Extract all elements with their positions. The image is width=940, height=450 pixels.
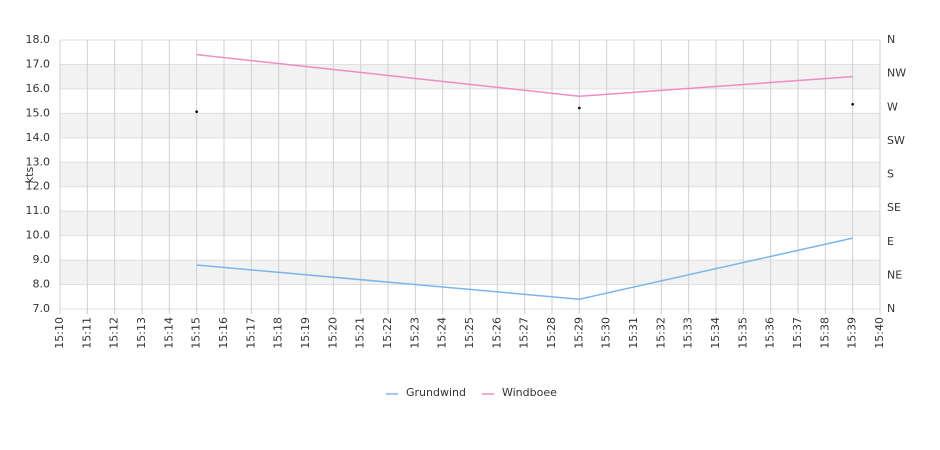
series-line xyxy=(196,53,853,97)
y2-tick-label: E xyxy=(887,235,894,248)
x-tick-label: 15:10 xyxy=(53,317,66,349)
x-tick-label: 15:21 xyxy=(354,317,367,349)
x-tick-label: 15:35 xyxy=(736,317,749,349)
x-tick-label: 15:24 xyxy=(436,317,449,349)
direction-point xyxy=(578,106,581,110)
y-tick-label: 11.0 xyxy=(26,204,51,217)
x-tick-label: 15:25 xyxy=(463,317,476,349)
x-tick-label: 15:38 xyxy=(818,317,831,349)
y2-tick-label: W xyxy=(887,100,898,113)
y2-tick-label: NE xyxy=(887,268,902,281)
x-tick-label: 15:11 xyxy=(80,317,93,349)
y-tick-label: 16.0 xyxy=(26,82,51,95)
x-tick-label: 15:30 xyxy=(600,317,613,349)
x-tick-label: 15:39 xyxy=(846,317,859,349)
x-tick-label: 15:16 xyxy=(217,317,230,349)
y-tick-label: 7.0 xyxy=(33,302,51,315)
series-line xyxy=(196,237,853,300)
y-tick-label: 14.0 xyxy=(26,131,51,144)
direction-point xyxy=(195,110,198,114)
x-tick-label: 15:19 xyxy=(299,317,312,349)
y-tick-label: 13.0 xyxy=(26,155,51,168)
x-tick-label: 15:22 xyxy=(381,317,394,349)
legend-label: Windboee xyxy=(502,386,557,399)
x-tick-label: 15:32 xyxy=(654,317,667,349)
y-tick-label: 18.0 xyxy=(26,33,51,46)
x-tick-label: 15:13 xyxy=(135,317,148,349)
x-tick-label: 15:12 xyxy=(108,317,121,349)
x-tick-label: 15:14 xyxy=(162,317,175,349)
y2-tick-label: S xyxy=(887,168,894,181)
direction-point xyxy=(851,102,854,106)
x-tick-label: 15:20 xyxy=(326,317,339,349)
x-tick-label: 15:23 xyxy=(408,317,421,349)
y-tick-label: 17.0 xyxy=(26,57,51,70)
x-tick-label: 15:29 xyxy=(572,317,585,349)
y-tick-label: 10.0 xyxy=(26,229,51,242)
y2-tick-label: SW xyxy=(887,134,905,147)
x-tick-label: 15:33 xyxy=(682,317,695,349)
x-tick-label: 15:40 xyxy=(873,317,886,349)
x-tick-label: 15:31 xyxy=(627,317,640,349)
y2-tick-label: NW xyxy=(887,67,906,80)
y-tick-label: 8.0 xyxy=(33,278,51,291)
y2-tick-label: SE xyxy=(887,201,901,214)
x-tick-label: 15:18 xyxy=(272,317,285,349)
x-tick-label: 15:37 xyxy=(791,317,804,349)
y-tick-label: 12.0 xyxy=(26,180,51,193)
y-tick-label: 15.0 xyxy=(26,106,51,119)
y-tick-label: 9.0 xyxy=(33,253,51,266)
y2-tick-label: N xyxy=(887,302,895,315)
y2-tick-label: N xyxy=(887,33,895,46)
legend-label: Grundwind xyxy=(406,386,466,399)
y-axis-label: kts xyxy=(23,167,36,184)
x-tick-label: 15:36 xyxy=(764,317,777,349)
x-tick-label: 15:27 xyxy=(518,317,531,349)
x-tick-label: 15:34 xyxy=(709,317,722,349)
x-tick-label: 15:28 xyxy=(545,317,558,349)
x-tick-label: 15:17 xyxy=(244,317,257,349)
x-tick-label: 15:15 xyxy=(190,317,203,349)
legend: Grundwind Windboee xyxy=(386,386,557,399)
x-tick-label: 15:26 xyxy=(490,317,503,349)
